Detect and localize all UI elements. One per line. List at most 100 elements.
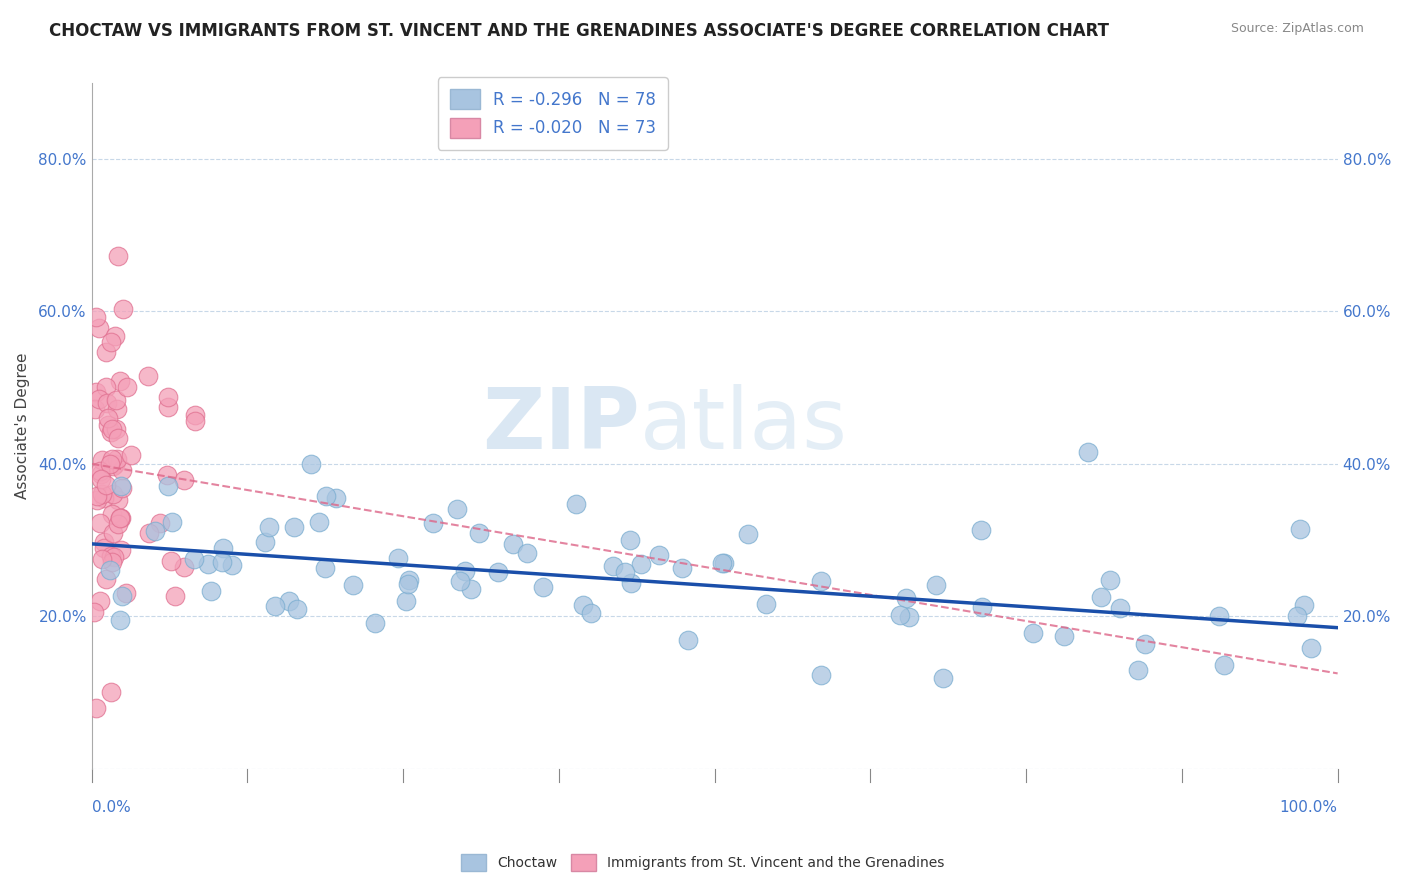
Point	[101, 452, 124, 467]
Point	[894, 591, 917, 605]
Point	[107, 493, 129, 508]
Point	[676, 632, 699, 647]
Point	[1294, 598, 1316, 612]
Point	[342, 578, 364, 592]
Point	[83, 402, 105, 417]
Point	[93, 535, 115, 549]
Point	[110, 463, 132, 477]
Point	[104, 328, 127, 343]
Point	[325, 491, 347, 505]
Point	[101, 458, 124, 473]
Point	[314, 560, 336, 574]
Point	[1022, 626, 1045, 640]
Point	[103, 525, 125, 540]
Point	[810, 667, 832, 681]
Point	[108, 511, 131, 525]
Point	[110, 478, 132, 492]
Point	[619, 533, 641, 547]
Text: ZIP: ZIP	[482, 384, 640, 467]
Point	[1133, 638, 1156, 652]
Point	[108, 511, 131, 525]
Point	[449, 574, 471, 588]
Point	[460, 582, 482, 596]
Point	[107, 431, 129, 445]
Point	[277, 594, 299, 608]
Point	[98, 457, 121, 471]
Point	[925, 578, 948, 592]
Point	[156, 400, 179, 414]
Point	[87, 320, 110, 334]
Point	[105, 402, 128, 417]
Point	[86, 492, 108, 507]
Point	[183, 552, 205, 566]
Point	[138, 525, 160, 540]
Point	[396, 577, 419, 591]
Point	[156, 468, 179, 483]
Point	[100, 422, 122, 436]
Point	[89, 516, 111, 530]
Point	[364, 616, 387, 631]
Point	[100, 425, 122, 439]
Point	[579, 606, 602, 620]
Point	[1208, 609, 1230, 624]
Point	[89, 464, 111, 478]
Point	[468, 526, 491, 541]
Point	[84, 700, 107, 714]
Point	[1053, 630, 1076, 644]
Point	[211, 541, 233, 555]
Point	[711, 556, 734, 570]
Point	[259, 520, 281, 534]
Point	[1128, 663, 1150, 677]
Point	[572, 598, 595, 612]
Point	[107, 452, 129, 467]
Point	[165, 589, 187, 603]
Point	[110, 542, 132, 557]
Point	[156, 479, 179, 493]
Point	[114, 586, 136, 600]
Point	[454, 565, 477, 579]
Point	[105, 393, 128, 408]
Point	[120, 448, 142, 462]
Point	[100, 334, 122, 349]
Point	[387, 550, 409, 565]
Point	[299, 457, 322, 471]
Point	[111, 302, 134, 317]
Point	[104, 422, 127, 436]
Point	[84, 384, 107, 399]
Point	[1213, 658, 1236, 673]
Point	[422, 516, 444, 530]
Point	[221, 558, 243, 573]
Point	[211, 555, 233, 569]
Point	[630, 558, 652, 572]
Point	[253, 534, 276, 549]
Point	[932, 671, 955, 685]
Text: atlas: atlas	[640, 384, 848, 467]
Point	[108, 613, 131, 627]
Point	[315, 489, 337, 503]
Point	[91, 487, 114, 501]
Point	[149, 516, 172, 530]
Point	[502, 537, 524, 551]
Point	[531, 580, 554, 594]
Text: 100.0%: 100.0%	[1279, 799, 1337, 814]
Point	[160, 554, 183, 568]
Point	[970, 599, 993, 614]
Point	[89, 594, 111, 608]
Point	[1099, 573, 1122, 587]
Point	[96, 572, 118, 586]
Point	[90, 453, 112, 467]
Point	[90, 467, 112, 481]
Point	[96, 396, 118, 410]
Point	[104, 457, 127, 471]
Point	[136, 369, 159, 384]
Point	[713, 557, 735, 571]
Point	[285, 602, 308, 616]
Text: Source: ZipAtlas.com: Source: ZipAtlas.com	[1230, 22, 1364, 36]
Point	[83, 606, 105, 620]
Legend: R = -0.296   N = 78, R = -0.020   N = 73: R = -0.296 N = 78, R = -0.020 N = 73	[437, 78, 668, 150]
Point	[648, 549, 671, 563]
Point	[970, 524, 993, 538]
Point	[264, 599, 287, 613]
Point	[1301, 640, 1323, 655]
Text: CHOCTAW VS IMMIGRANTS FROM ST. VINCENT AND THE GRENADINES ASSOCIATE'S DEGREE COR: CHOCTAW VS IMMIGRANTS FROM ST. VINCENT A…	[49, 22, 1109, 40]
